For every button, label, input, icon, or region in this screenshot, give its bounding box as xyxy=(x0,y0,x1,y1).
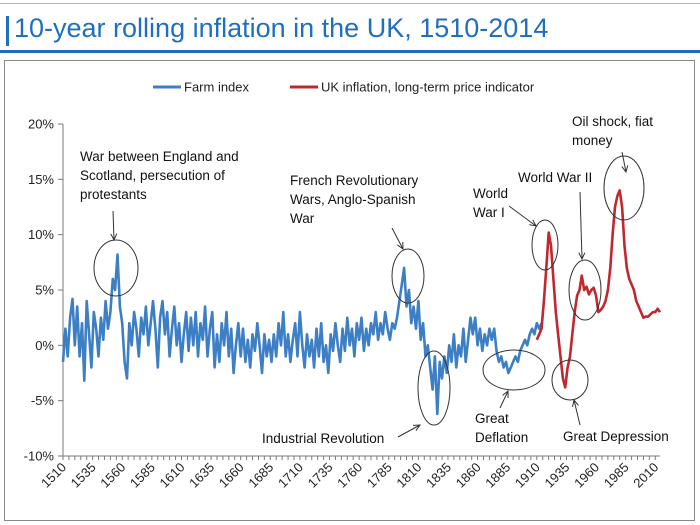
annotation-text: Great Depression xyxy=(563,429,669,444)
annotation-text: Oil shock, fiat xyxy=(572,114,653,129)
annotation-circle xyxy=(417,350,451,426)
annotation-text: French Revolutionary xyxy=(290,173,419,188)
annotation-circle xyxy=(603,155,645,221)
series-layer xyxy=(61,189,662,416)
x-tick-label: 1735 xyxy=(305,460,336,491)
annotation-text: Industrial Revolution xyxy=(262,431,384,446)
annotation-arrowhead xyxy=(502,389,509,399)
y-tick-label: -10% xyxy=(24,449,55,464)
x-tick-label: 1885 xyxy=(482,460,513,491)
x-tick-label: 1910 xyxy=(512,460,543,491)
x-tick-label: 1585 xyxy=(127,460,158,491)
annotation-text: World War II xyxy=(518,170,592,185)
y-tick-label: 5% xyxy=(35,283,54,298)
x-tick-label: 1560 xyxy=(97,460,128,491)
annotation-arrowhead xyxy=(572,398,579,407)
annotation-arrow-shaft xyxy=(579,191,583,260)
x-tick-label: 1660 xyxy=(216,460,247,491)
x-tick-label: 1610 xyxy=(157,460,188,491)
annotation-circle xyxy=(482,349,546,391)
title-accent-bar xyxy=(6,16,9,46)
annotation-text: War I xyxy=(473,205,505,220)
annotation-text: Deflation xyxy=(475,430,528,445)
legend-label: Farm index xyxy=(184,80,250,95)
series-line-uk-inflation xyxy=(535,189,662,389)
x-tick-label: 1785 xyxy=(364,460,395,491)
annotation-circle xyxy=(551,359,589,401)
annotation-text: Wars, Anglo-Spanish xyxy=(290,192,416,207)
annotation-circle xyxy=(93,239,139,297)
annotation-arrowhead xyxy=(578,252,586,261)
annotation-text: Great xyxy=(475,411,509,426)
annotation-arrow-shaft xyxy=(573,399,581,426)
annotation-arrow-shaft xyxy=(397,424,421,438)
x-tick-label: 1685 xyxy=(245,460,276,491)
legend: Farm index UK inflation, long-term price … xyxy=(153,80,535,95)
x-tick-label: 2010 xyxy=(630,460,661,491)
legend-label: UK inflation, long-term price indicator xyxy=(321,80,535,95)
annotation-text: War between England and xyxy=(80,149,239,164)
x-tick-label: 1835 xyxy=(423,460,454,491)
y-tick-label: 10% xyxy=(28,227,54,242)
annotation-arrowhead xyxy=(397,241,404,251)
x-tick-label: 1635 xyxy=(186,460,217,491)
annotation-arrowhead xyxy=(621,165,629,174)
x-tick-label: 1985 xyxy=(601,460,632,491)
annotation-circle xyxy=(391,248,425,304)
y-tick-label: -5% xyxy=(31,393,55,408)
annotation-arrow-shaft xyxy=(508,205,537,227)
annotation-text: World xyxy=(473,186,508,201)
x-tick-label: 1960 xyxy=(571,460,602,491)
annotation-arrowhead xyxy=(412,424,422,431)
series-line-farm-index xyxy=(61,253,543,416)
title-bar: 10-year rolling inflation in the UK, 151… xyxy=(0,0,700,53)
annotation-arrow-shaft xyxy=(391,227,404,250)
annotation-text: money xyxy=(572,133,613,148)
title-underline xyxy=(0,50,700,53)
annotation-layer: War between England and Scotland, persecu… xyxy=(80,114,669,446)
annotation-arrow-shaft xyxy=(621,151,627,173)
chart-title: 10-year rolling inflation in the UK, 151… xyxy=(14,13,549,43)
annotation-circle xyxy=(531,219,559,271)
annotation-circle xyxy=(568,259,602,321)
x-tick-label: 1535 xyxy=(68,460,99,491)
x-tick-label: 1710 xyxy=(275,460,306,491)
annotation-arrow-shaft xyxy=(499,390,509,409)
x-tick-label: 1510 xyxy=(38,460,69,491)
annotation-arrowhead xyxy=(529,219,537,227)
x-tick-label: 1760 xyxy=(334,460,365,491)
x-tick-label: 1935 xyxy=(541,460,572,491)
annotation-text: protestants xyxy=(80,187,147,202)
y-tick-label: 15% xyxy=(28,172,54,187)
y-tick-label: 20% xyxy=(28,117,54,132)
x-tick-label: 1860 xyxy=(453,460,484,491)
x-tick-label: 1810 xyxy=(393,460,424,491)
annotation-text: Scotland, persecution of xyxy=(80,168,225,183)
annotation-text: War xyxy=(290,211,315,226)
annotation-arrowhead xyxy=(110,233,118,242)
annotation-arrow-shaft xyxy=(112,210,115,241)
title-top-rule xyxy=(0,3,700,4)
y-tick-label: 0% xyxy=(35,338,54,353)
chart-frame xyxy=(4,60,695,521)
